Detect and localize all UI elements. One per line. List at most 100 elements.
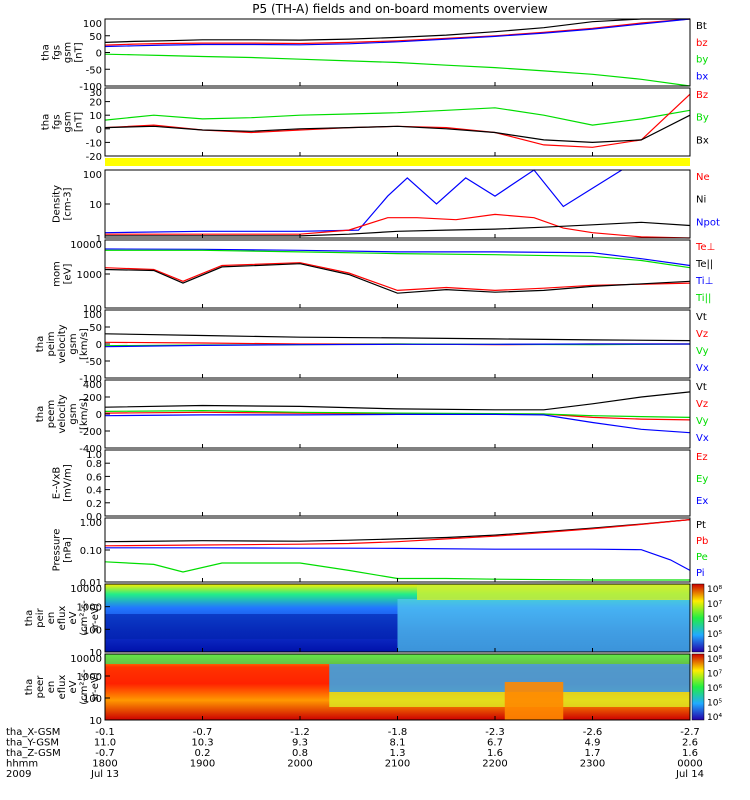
panel-p8: Pt Pb Pe Pi 1.00 0.10 0.01 Pressure[nPa] <box>52 517 708 589</box>
legend-entry: Vt <box>696 312 707 323</box>
y-axis-label-line: sr-eV) <box>90 603 101 632</box>
y-tick-label: 0.0 <box>86 512 102 523</box>
series-bz-line <box>104 18 691 46</box>
panel-p4: Te⊥ Te|| Ti⊥ Ti|| 10000 1000 100 mom[eV] <box>52 239 715 315</box>
bottom-axis-value: 4.9 <box>585 738 601 749</box>
bottom-axis-value: 2100 <box>385 759 410 770</box>
bottom-axis-value: 0.8 <box>292 748 308 759</box>
y-axis-label-line: tha <box>35 406 46 422</box>
series-Te⊥-line <box>104 262 691 292</box>
y-axis-label-line: mom <box>52 261 63 287</box>
colorbar-label: 10⁴ <box>707 713 722 723</box>
legend-entry: bz <box>696 38 708 49</box>
y-tick-label: 10 <box>89 648 102 659</box>
panel-p9: 10⁸ 10⁷ 10⁶ 10⁵ 10⁴ 10000 1000 100 10 thapeirenef… <box>24 583 722 659</box>
bottom-axis-value: 1.6 <box>682 748 698 759</box>
y-tick-label: 0.10 <box>80 546 102 557</box>
y-tick-label: 0 <box>96 410 102 421</box>
y-tick-label: 200 <box>83 393 102 404</box>
legend-entry: Pi <box>696 568 705 579</box>
legend-entry: Ez <box>696 452 708 463</box>
y-tick-label: 0.8 <box>86 459 102 470</box>
y-axis-label-line: peim <box>46 331 57 356</box>
bottom-axis-value: -1.8 <box>388 727 408 738</box>
y-tick-label: -400 <box>79 444 102 455</box>
separator-band <box>105 158 690 166</box>
y-axis-label-line: en <box>46 681 57 694</box>
y-axis-label: thafgsgsm[nT] <box>41 42 85 63</box>
bottom-axis-value: 1800 <box>92 759 117 770</box>
bottom-axis-value: 6.7 <box>487 738 503 749</box>
series-by-line <box>104 53 691 87</box>
series-Vy-line <box>104 409 691 418</box>
legend-entry: Npot <box>696 217 720 228</box>
legend-entry: Pe <box>696 552 708 563</box>
y-axis-label-line: [mV/m] <box>63 464 74 502</box>
y-axis-label-line: tha <box>41 114 52 130</box>
y-tick-label: 50 <box>89 323 102 334</box>
y-axis-label-line: sr-eV) <box>90 672 101 701</box>
y-tick-label: -200 <box>79 427 102 438</box>
y-tick-label: -100 <box>79 374 102 385</box>
y-axis-label: Pressure[nPa] <box>52 529 74 572</box>
y-tick-label: 0 <box>96 49 102 60</box>
y-axis-label-line: fgs <box>52 45 63 60</box>
bottom-row-label: tha_Y-GSM <box>6 738 59 749</box>
y-axis-label-line: velocity <box>57 394 68 433</box>
series-By-line <box>104 107 691 126</box>
y-tick-label: 30 <box>89 88 102 99</box>
series-Pe-line <box>104 561 690 581</box>
y-axis-label-line: [cm-3] <box>63 187 74 220</box>
bottom-axis-value: 0.2 <box>195 748 211 759</box>
bottom-axis-value: -2.3 <box>485 727 505 738</box>
legend-entry: bx <box>696 71 708 82</box>
y-tick-label: 20 <box>89 98 102 109</box>
y-tick-label: 1.00 <box>80 518 102 529</box>
y-tick-label: 1.0 <box>86 450 102 461</box>
y-axis-label: mom[eV] <box>52 261 74 287</box>
heatmap-region <box>397 599 690 652</box>
panel-p6: Vt Vz Vy Vx 400 200 0 -200 -400 thapeemvelocitygs… <box>35 379 709 455</box>
y-axis-label-line: tha <box>35 336 46 352</box>
y-axis-label: thapeemvelocitygsm[km/s] <box>35 394 90 433</box>
y-axis-label: thapeimvelocitygsm[km/s] <box>35 324 90 363</box>
panel-frame <box>104 449 691 517</box>
y-tick-label: -10 <box>86 138 102 149</box>
series-Vt-line <box>104 391 691 411</box>
y-axis-label-line: gsm <box>68 333 79 354</box>
panel-p1: Bt bz by bx 100 50 0 -50 -100 thafgsgsm[nT] <box>41 18 708 93</box>
y-axis-label-line: eflux <box>57 675 68 700</box>
y-axis-label-line: eV <box>68 611 79 624</box>
series-Pb-line <box>104 519 691 547</box>
panels: Btbzbybx100500-50-100thafgsgsm[nT]BzByBx… <box>24 18 722 727</box>
colorbar-label: 10⁷ <box>707 600 722 610</box>
legend-entry: Vz <box>696 399 708 410</box>
colorbar-label: 10⁸ <box>707 585 722 595</box>
bottom-row-label: hhmm <box>6 759 38 770</box>
legend-entry: Te⊥ <box>695 242 715 253</box>
bottom-row-label: 2009 <box>6 769 31 780</box>
y-tick-label: -100 <box>79 82 102 93</box>
legend-entry: Ne <box>696 172 710 183</box>
y-axis-label-line: (cm²-s- <box>79 600 90 636</box>
bottom-axis-value: 1.3 <box>390 748 406 759</box>
bottom-axis-value: 10.3 <box>191 738 213 749</box>
heatmap-region <box>105 654 690 664</box>
y-tick-label: 0.6 <box>86 472 102 483</box>
series-Te||-line <box>104 263 691 294</box>
y-tick-label: -50 <box>86 65 102 76</box>
y-tick-label: 10 <box>89 111 102 122</box>
bottom-axis-value: 1.6 <box>487 748 503 759</box>
figure-title: P5 (TH-A) fields and on-board moments ov… <box>252 2 548 16</box>
panel-p3: Ne Ni Npot 100 10 1 Density[cm-3] <box>52 169 720 245</box>
series-Pt-line <box>104 519 691 543</box>
legend-entry: by <box>696 55 708 66</box>
panel-frame <box>104 169 691 239</box>
heatmap-region <box>417 584 690 600</box>
colorbar-label: 10⁶ <box>707 615 722 625</box>
y-axis-label-line: [nT] <box>74 112 85 132</box>
colorbar-label: 10⁵ <box>707 699 722 709</box>
y-tick-label: 50 <box>89 32 102 43</box>
y-axis-label-line: peer <box>35 675 46 699</box>
